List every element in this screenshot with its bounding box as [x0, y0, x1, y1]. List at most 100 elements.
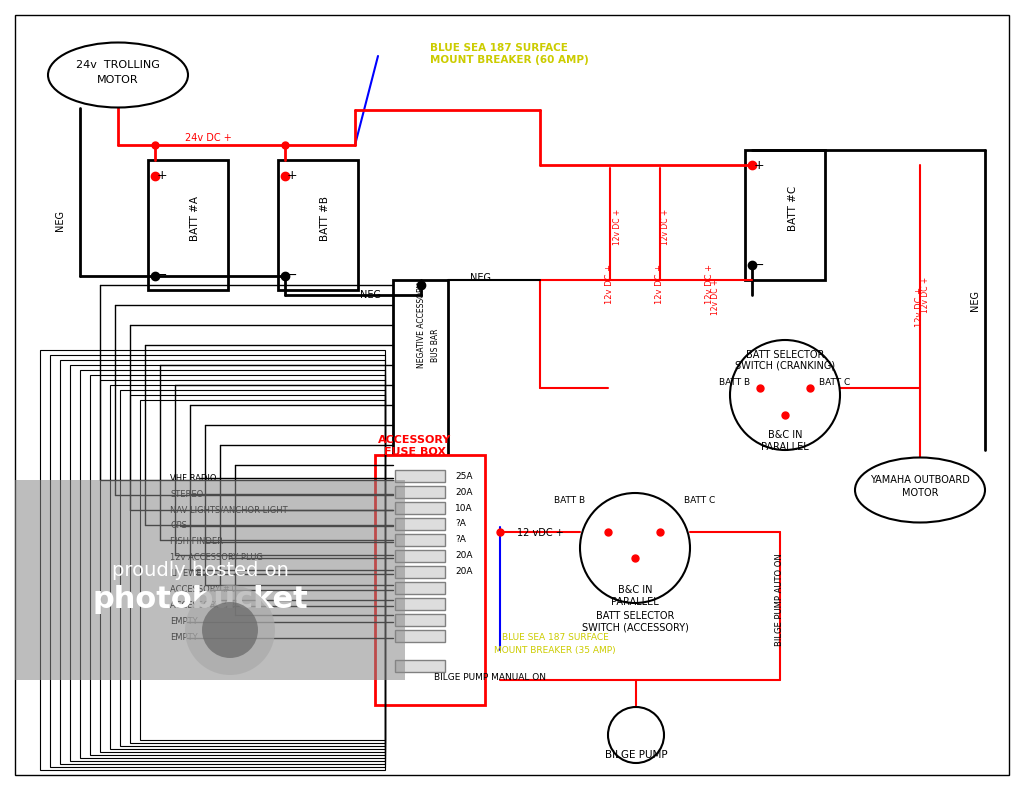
- Text: NEG: NEG: [55, 210, 65, 230]
- Text: +: +: [157, 168, 167, 181]
- Text: 25A: 25A: [455, 471, 472, 480]
- Bar: [395, 534, 445, 546]
- Text: 12v DC +: 12v DC +: [655, 264, 665, 304]
- Text: 12v DC +: 12v DC +: [711, 279, 720, 315]
- Text: BATT #A: BATT #A: [190, 195, 200, 240]
- Text: NEG: NEG: [970, 290, 980, 311]
- Bar: [395, 502, 445, 514]
- Text: 12v DC +: 12v DC +: [915, 287, 925, 327]
- Text: PARALLEL: PARALLEL: [761, 442, 809, 452]
- Text: −: −: [157, 268, 167, 282]
- Bar: [120, 390, 385, 746]
- Text: 12v ACCESSORY PLUG: 12v ACCESSORY PLUG: [170, 554, 263, 562]
- Text: BATT SELECTOR: BATT SELECTOR: [596, 611, 674, 621]
- Ellipse shape: [48, 43, 188, 108]
- Bar: [100, 380, 385, 752]
- Text: 12v DC +: 12v DC +: [612, 209, 622, 245]
- Text: NEG: NEG: [360, 290, 381, 300]
- Text: +: +: [287, 168, 297, 181]
- Text: BATT #C: BATT #C: [788, 185, 798, 231]
- Text: ?A: ?A: [455, 520, 466, 528]
- Text: BILGE PUMP MANUAL ON: BILGE PUMP MANUAL ON: [434, 673, 546, 683]
- Text: BATT C: BATT C: [684, 495, 716, 505]
- Text: MOTOR: MOTOR: [902, 488, 938, 498]
- Bar: [40, 350, 385, 770]
- Bar: [148, 160, 228, 290]
- Text: NAV LIGHTS/ANCHOR LIGHT: NAV LIGHTS/ANCHOR LIGHT: [170, 505, 288, 514]
- Text: 12 vDC +: 12 vDC +: [517, 528, 563, 538]
- Text: B&C IN: B&C IN: [768, 430, 802, 440]
- Text: 20A: 20A: [455, 487, 472, 497]
- Circle shape: [202, 602, 258, 658]
- Bar: [393, 280, 449, 465]
- Text: MOUNT BREAKER (35 AMP): MOUNT BREAKER (35 AMP): [495, 645, 615, 654]
- Bar: [395, 630, 445, 642]
- Bar: [140, 400, 385, 740]
- Text: BUS BAR: BUS BAR: [430, 328, 439, 361]
- Text: ACCESSORY #1: ACCESSORY #1: [170, 585, 234, 595]
- Text: GPS: GPS: [170, 521, 186, 531]
- Text: BATT B: BATT B: [554, 495, 586, 505]
- Ellipse shape: [855, 457, 985, 523]
- Text: BILGE PUMP: BILGE PUMP: [605, 750, 668, 760]
- Bar: [130, 395, 385, 743]
- Bar: [395, 518, 445, 530]
- Text: YAMAHA OUTBOARD: YAMAHA OUTBOARD: [870, 475, 970, 485]
- Text: STEREO: STEREO: [170, 490, 203, 498]
- Bar: [395, 550, 445, 562]
- Bar: [80, 370, 385, 758]
- Bar: [50, 355, 385, 767]
- Bar: [278, 160, 358, 290]
- Bar: [70, 365, 385, 761]
- Text: 20A: 20A: [455, 567, 472, 577]
- Text: NEG: NEG: [470, 273, 490, 283]
- Text: VHF RADIO: VHF RADIO: [170, 474, 216, 483]
- Bar: [395, 582, 445, 594]
- Bar: [90, 375, 385, 755]
- Bar: [110, 385, 385, 749]
- Circle shape: [185, 585, 275, 675]
- Bar: [375, 455, 485, 705]
- Text: 10A: 10A: [455, 504, 473, 513]
- Text: 20A: 20A: [455, 551, 472, 561]
- Text: ACCESSORY #2: ACCESSORY #2: [170, 601, 234, 611]
- Bar: [395, 470, 445, 482]
- Text: BATT C: BATT C: [819, 377, 851, 387]
- Text: 12v DC +: 12v DC +: [706, 264, 715, 304]
- Text: EMPTY: EMPTY: [170, 618, 198, 626]
- Text: BATT B: BATT B: [720, 377, 751, 387]
- Bar: [395, 598, 445, 610]
- Text: proudly hosted on: proudly hosted on: [112, 561, 289, 580]
- Text: −: −: [287, 268, 297, 282]
- Bar: [745, 150, 825, 280]
- Text: −: −: [754, 259, 764, 271]
- Bar: [395, 660, 445, 672]
- Circle shape: [730, 340, 840, 450]
- Text: MOTOR: MOTOR: [97, 75, 139, 85]
- Text: BLUE SEA 187 SURFACE: BLUE SEA 187 SURFACE: [430, 43, 568, 53]
- Bar: [395, 486, 445, 498]
- Text: +: +: [754, 158, 764, 172]
- Bar: [15, 480, 406, 680]
- Text: FISH FINDER: FISH FINDER: [170, 538, 223, 547]
- Text: SWITCH (ACCESSORY): SWITCH (ACCESSORY): [582, 622, 688, 632]
- Circle shape: [580, 493, 690, 603]
- Text: NEGATIVE ACCESSORY: NEGATIVE ACCESSORY: [417, 282, 426, 368]
- Text: 24v  TROLLING: 24v TROLLING: [76, 60, 160, 70]
- Text: photobucket: photobucket: [92, 585, 308, 615]
- Text: 12v DC +: 12v DC +: [921, 277, 930, 313]
- Text: 12v DC +: 12v DC +: [605, 264, 614, 304]
- Bar: [395, 614, 445, 626]
- Text: BILGE PUMP AUTO ON: BILGE PUMP AUTO ON: [775, 554, 784, 646]
- Text: 12v DC +: 12v DC +: [660, 209, 670, 245]
- Text: FUSE BOX: FUSE BOX: [384, 447, 446, 457]
- Bar: [60, 360, 385, 764]
- Bar: [395, 566, 445, 578]
- Text: LIVEWELL: LIVEWELL: [170, 570, 211, 578]
- Text: ACCESSORY: ACCESSORY: [379, 435, 452, 445]
- Text: SWITCH (CRANKING): SWITCH (CRANKING): [735, 360, 835, 370]
- Text: 24v DC +: 24v DC +: [185, 133, 231, 143]
- Circle shape: [608, 707, 664, 763]
- Text: BLUE SEA 187 SURFACE: BLUE SEA 187 SURFACE: [502, 634, 608, 642]
- Text: EMPTY: EMPTY: [170, 634, 198, 642]
